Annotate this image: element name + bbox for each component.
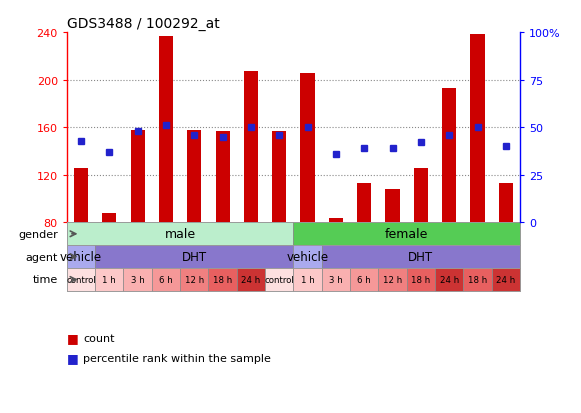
Bar xyxy=(131,131,145,223)
Bar xyxy=(95,268,123,291)
Bar xyxy=(95,246,293,268)
Text: 1 h: 1 h xyxy=(102,275,116,284)
Bar xyxy=(357,184,371,223)
Text: control: control xyxy=(66,275,96,284)
Bar xyxy=(67,223,293,246)
Bar xyxy=(442,89,456,223)
Bar xyxy=(293,223,520,246)
Text: ■: ■ xyxy=(67,331,78,344)
Bar xyxy=(102,214,116,223)
Text: 6 h: 6 h xyxy=(159,275,173,284)
Bar xyxy=(498,184,513,223)
Bar xyxy=(293,268,322,291)
Text: 24 h: 24 h xyxy=(496,275,515,284)
Text: 24 h: 24 h xyxy=(241,275,260,284)
Text: gender: gender xyxy=(18,229,58,239)
Bar xyxy=(378,268,407,291)
Bar xyxy=(74,168,88,223)
Text: ■: ■ xyxy=(67,351,78,364)
Bar xyxy=(272,131,286,223)
Text: female: female xyxy=(385,228,428,241)
Bar xyxy=(180,268,209,291)
Text: 18 h: 18 h xyxy=(468,275,487,284)
Text: percentile rank within the sample: percentile rank within the sample xyxy=(83,354,271,363)
Bar xyxy=(216,131,229,223)
Text: 18 h: 18 h xyxy=(411,275,431,284)
Text: vehicle: vehicle xyxy=(60,251,102,263)
Bar xyxy=(237,268,265,291)
Text: vehicle: vehicle xyxy=(286,251,329,263)
Text: 12 h: 12 h xyxy=(185,275,204,284)
Text: 6 h: 6 h xyxy=(357,275,371,284)
Bar xyxy=(123,268,152,291)
Bar xyxy=(322,246,520,268)
Text: 1 h: 1 h xyxy=(301,275,314,284)
Bar xyxy=(67,246,95,268)
Bar xyxy=(407,268,435,291)
Text: control: control xyxy=(264,275,294,284)
Bar xyxy=(414,168,428,223)
Text: 12 h: 12 h xyxy=(383,275,402,284)
Text: 3 h: 3 h xyxy=(131,275,145,284)
Text: agent: agent xyxy=(26,252,58,262)
Text: DHT: DHT xyxy=(408,251,433,263)
Bar xyxy=(464,268,492,291)
Bar xyxy=(244,72,258,223)
Bar xyxy=(492,268,520,291)
Text: count: count xyxy=(83,333,114,343)
Text: GDS3488 / 100292_at: GDS3488 / 100292_at xyxy=(67,17,220,31)
Bar xyxy=(159,37,173,223)
Bar xyxy=(471,36,485,223)
Text: male: male xyxy=(164,228,196,241)
Bar xyxy=(435,268,464,291)
Bar xyxy=(350,268,378,291)
Bar xyxy=(293,246,322,268)
Text: 24 h: 24 h xyxy=(440,275,459,284)
Bar xyxy=(187,131,202,223)
Bar xyxy=(265,268,293,291)
Bar xyxy=(209,268,237,291)
Bar xyxy=(67,268,95,291)
Bar xyxy=(152,268,180,291)
Text: time: time xyxy=(33,275,58,285)
Bar xyxy=(329,218,343,223)
Bar xyxy=(385,190,400,223)
Bar xyxy=(322,268,350,291)
Bar xyxy=(300,74,315,223)
Text: 18 h: 18 h xyxy=(213,275,232,284)
Text: DHT: DHT xyxy=(182,251,207,263)
Text: 3 h: 3 h xyxy=(329,275,343,284)
